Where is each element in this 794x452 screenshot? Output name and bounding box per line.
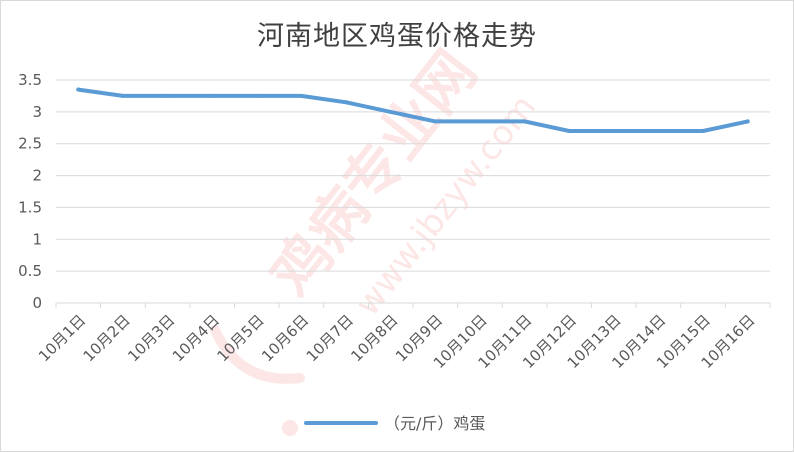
y-tick-label: 1.5	[18, 198, 42, 216]
legend-label: （元/斤）鸡蛋	[384, 414, 485, 433]
data-point	[76, 87, 81, 92]
series-line-egg-price	[76, 87, 750, 133]
data-point	[745, 119, 750, 124]
data-point	[299, 93, 304, 98]
series-layer	[76, 87, 750, 133]
data-point	[433, 119, 438, 124]
data-point	[344, 100, 349, 105]
data-point	[477, 119, 482, 124]
data-point	[656, 128, 661, 133]
y-axis-ticks: 0 0.5 1 1.5 2 2.5 3 3.5	[18, 71, 42, 312]
chart-title: 河南地区鸡蛋价格走势	[257, 21, 537, 52]
y-tick-label: 2.5	[18, 135, 42, 153]
data-point	[567, 128, 572, 133]
y-tick-label: 3.5	[18, 71, 42, 89]
data-point	[611, 128, 616, 133]
x-tick-label: 10月7日	[303, 311, 357, 365]
data-point	[388, 109, 393, 114]
x-axis-ticks: 10月1日10月2日10月3日10月4日10月5日10月6日10月7日10月8日…	[35, 303, 771, 372]
data-point	[120, 93, 125, 98]
legend: （元/斤）鸡蛋	[304, 414, 485, 433]
data-point	[701, 128, 706, 133]
y-tick-label: 0.5	[18, 262, 42, 280]
x-tick-label: 10月2日	[80, 311, 134, 365]
data-point	[522, 119, 527, 124]
watermark-logo-dot	[282, 420, 298, 436]
watermark-logo-arc	[210, 325, 305, 384]
data-point	[210, 93, 215, 98]
data-point	[165, 93, 170, 98]
y-tick-label: 3	[32, 103, 42, 121]
x-tick-label: 10月6日	[258, 311, 312, 365]
data-point	[254, 93, 259, 98]
y-tick-label: 1	[32, 230, 42, 248]
y-tick-label: 2	[32, 167, 42, 185]
x-tick-label: 10月1日	[35, 311, 89, 365]
x-tick-label: 10月3日	[124, 311, 178, 365]
y-tick-label: 0	[32, 294, 42, 312]
